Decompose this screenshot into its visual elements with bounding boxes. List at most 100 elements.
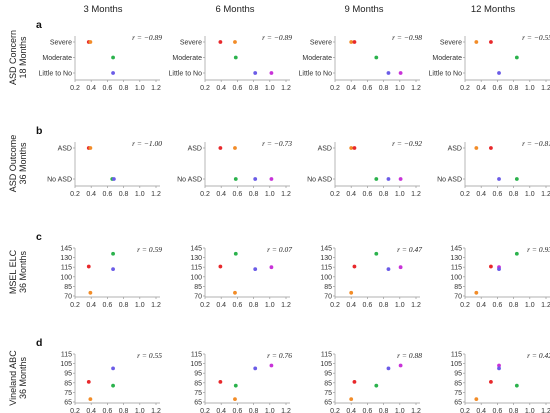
x-tick-label: 0.4 — [216, 191, 226, 198]
row-title-line: 36 Months — [18, 250, 28, 293]
y-tick-label: 65 — [454, 400, 462, 407]
x-tick-label: 1.2 — [541, 191, 550, 198]
x-tick-label: 0.6 — [493, 191, 503, 198]
x-tick-label: 1.0 — [525, 302, 535, 309]
x-tick-label: 0.2 — [70, 191, 80, 198]
data-point-red — [86, 379, 91, 384]
x-tick-label: 0.8 — [249, 191, 259, 198]
row-letter-d: d — [36, 337, 42, 349]
r-value-label: r = 0.93 — [527, 245, 550, 254]
y-tick-label: 95 — [324, 371, 332, 378]
y-tick-label: 85 — [324, 380, 332, 387]
data-point-red — [86, 264, 91, 269]
data-point-blue — [253, 267, 258, 272]
y-tick-label: 70 — [194, 294, 202, 301]
x-tick-label: 0.2 — [460, 191, 470, 198]
x-tick-label: 1.0 — [135, 302, 145, 309]
x-tick-label: 1.2 — [281, 302, 291, 309]
x-tick-label: 0.4 — [86, 191, 96, 198]
x-tick-label: 0.6 — [103, 302, 113, 309]
r-value-label: r = −0.55 — [522, 33, 550, 42]
y-tick-label: 100 — [320, 274, 332, 281]
y-tick-label: 115 — [61, 352, 72, 359]
x-tick-label: 0.6 — [363, 85, 373, 92]
y-tick-label: 85 — [454, 284, 462, 291]
x-tick-label: 0.2 — [330, 191, 340, 198]
r-value-label: r = 0.88 — [397, 351, 422, 360]
row-title-line: 18 Months — [18, 36, 28, 79]
x-tick-label: 0.2 — [460, 302, 470, 309]
panel-a-2: 0.2 0.4 0.6 0.8 1.0 1.2 Little to No Moderate Se… — [169, 33, 293, 92]
x-tick-label: 0.2 — [70, 408, 80, 413]
y-tick-label: 115 — [451, 265, 462, 272]
y-tick-label: No ASD — [177, 177, 202, 184]
data-point-magenta — [269, 177, 274, 181]
data-point-orange — [474, 40, 479, 44]
data-point-blue — [111, 267, 115, 272]
row-title-line: ASD Concern — [8, 30, 18, 85]
row-title-c: MSEL ELC36 Months — [8, 249, 28, 294]
x-tick-label: 0.2 — [200, 408, 210, 413]
row-title-line: 36 Months — [18, 356, 28, 399]
y-tick-label: 65 — [194, 400, 202, 407]
x-tick-label: 1.2 — [151, 85, 161, 92]
x-tick-label: 0.2 — [70, 302, 80, 309]
x-tick-label: 0.4 — [86, 408, 96, 413]
data-point-green — [111, 251, 115, 256]
data-point-orange — [88, 290, 93, 295]
x-tick-label: 0.8 — [379, 302, 389, 309]
x-tick-label: 1.0 — [135, 85, 145, 92]
x-tick-label: 0.4 — [346, 408, 356, 413]
y-tick-label: 145 — [450, 246, 462, 253]
data-point-green — [514, 383, 519, 388]
panel-a-4: 0.2 0.4 0.6 0.8 1.0 1.2 Little to No Moderate Se… — [429, 33, 550, 92]
x-tick-label: 0.8 — [249, 85, 259, 92]
x-tick-label: 0.6 — [233, 191, 243, 198]
data-point-blue — [497, 177, 501, 181]
y-tick-label: ASD — [188, 146, 202, 153]
row-title-line: ASD Outcome — [8, 135, 18, 193]
data-point-blue — [386, 177, 391, 181]
y-tick-label: 95 — [454, 371, 462, 378]
x-tick-label: 1.0 — [395, 408, 405, 413]
panel-c-2: 0.2 0.4 0.6 0.8 1.0 1.2 70 85 100 115 130 145 r = 0.… — [190, 245, 292, 309]
data-point-blue — [497, 267, 501, 272]
x-tick-label: 0.8 — [119, 302, 129, 309]
panel-c-1: 0.2 0.4 0.6 0.8 1.0 1.2 70 85 100 115 130 145 r = 0.… — [60, 245, 162, 309]
y-tick-label: ASD — [58, 146, 72, 153]
column-titles: 3 Months 6 Months 9 Months 12 Months — [83, 4, 515, 15]
data-point-magenta — [398, 265, 403, 270]
x-tick-label: 0.6 — [233, 302, 243, 309]
x-tick-label: 0.4 — [346, 191, 356, 198]
row-b: b ASD Outcome36 Months 0.2 0.4 0.6 0.8 1.0 1.2 N… — [8, 125, 550, 198]
y-tick-label: No ASD — [437, 177, 462, 184]
x-tick-label: 0.8 — [249, 408, 259, 413]
r-value-label: r = 0.55 — [137, 351, 162, 360]
x-tick-label: 0.8 — [119, 408, 129, 413]
y-tick-label: 75 — [64, 390, 72, 397]
data-point-green — [233, 251, 238, 256]
r-value-label: r = 0.76 — [267, 351, 292, 360]
x-tick-label: 1.2 — [281, 191, 291, 198]
row-title-a: ASD Concern18 Months — [8, 30, 28, 85]
x-tick-label: 0.4 — [476, 408, 486, 413]
x-tick-label: 0.6 — [103, 408, 113, 413]
panel-a-3: 0.2 0.4 0.6 0.8 1.0 1.2 Little to No Moderate Se… — [299, 33, 423, 92]
panel-d-2: 0.2 0.4 0.6 0.8 1.0 1.2 65 75 85 95 105 115 r = 0.76 — [190, 351, 292, 413]
data-point-magenta — [398, 363, 403, 368]
y-tick-label: 75 — [324, 390, 332, 397]
x-tick-label: 0.2 — [460, 85, 470, 92]
y-tick-label: ASD — [448, 146, 462, 153]
data-point-red — [218, 379, 223, 384]
data-point-green — [233, 177, 238, 181]
y-tick-label: 70 — [64, 294, 72, 301]
x-tick-label: 1.2 — [541, 408, 550, 413]
data-point-blue — [111, 366, 115, 371]
x-tick-label: 0.2 — [460, 408, 470, 413]
y-tick-label: 130 — [450, 255, 462, 262]
r-value-label: r = −0.81 — [522, 139, 550, 148]
x-tick-label: 1.0 — [135, 408, 145, 413]
x-tick-label: 0.8 — [509, 191, 519, 198]
data-point-red — [489, 379, 493, 384]
data-point-orange — [88, 146, 93, 150]
